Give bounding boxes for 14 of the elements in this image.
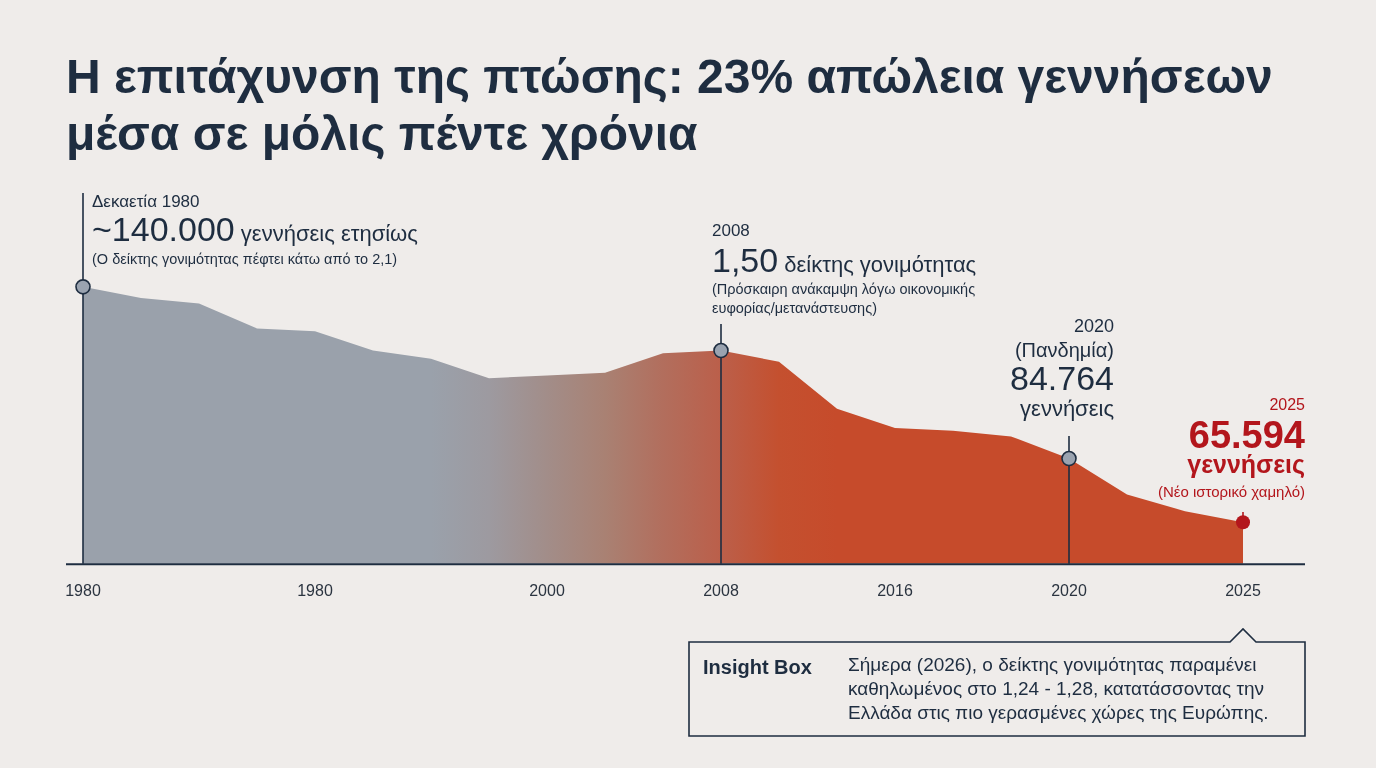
chart-title: Η επιτάχυνση της πτώσης: 23% απώλεια γεννήσεων μέσα σε μόλις πέντε χρόνια [66,49,1274,162]
x-tick-label: 1980 [65,581,101,599]
annotation: 2025 65.594 γεννήσεις (Νέο ιστορικό χαμηλό) [1157,396,1306,500]
x-tick-label: 2016 [877,581,913,599]
x-tick-label: 1980 [297,581,333,599]
x-tick-label: 2008 [703,581,739,599]
annotation: 2008 1,50 δείκτης γονιμότητας (Πρόσκαιρη ανάκαμψη λόγω οικονομικής ευφορίας/μετανάστευσης) [712,221,977,316]
text: Insight Box [703,656,812,679]
x-tick-label: 2025 [1225,581,1261,599]
x-tick-label: 2020 [1051,581,1087,599]
x-tick-label: 2000 [529,581,565,599]
annotation: 2020 (Πανδημία) 84.764 γεννήσεις [1010,316,1115,421]
annotation: Δεκαετία 1980 ~140.000 γεννήσεις ετησίως (Ο δείκτης γονιμότητας πέφτει κάτω από το 2,1) [92,192,418,267]
text: Σήμερα (2026), ο δείκτης γονιμότητας παραμένει καθηλωμένος στο 1,24 - 1,28, κατατάσσοντας την Ελλάδα στις πιο γερασμένες χώρες της Ευρώπης. [848,653,1270,725]
